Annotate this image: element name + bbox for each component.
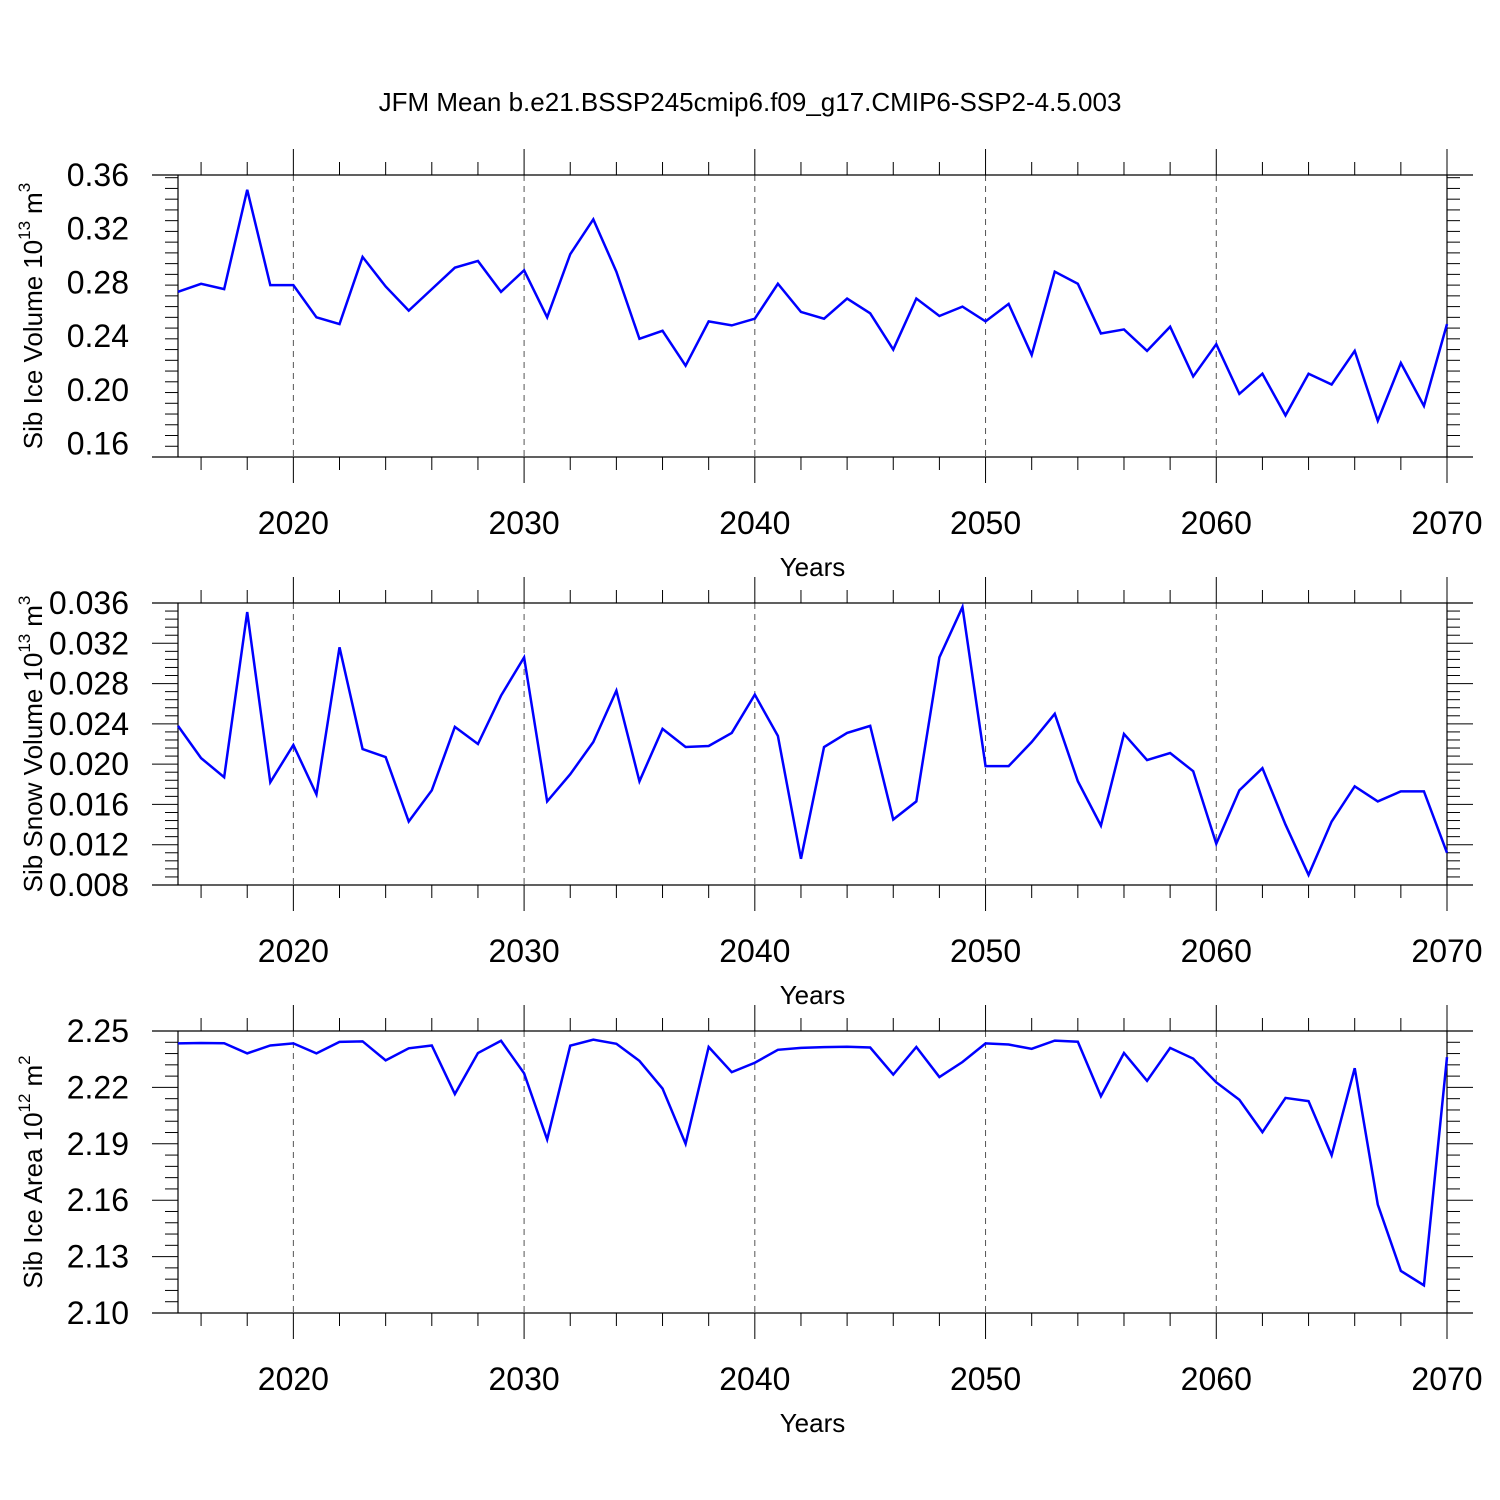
y-tick-label: 0.012 [49, 827, 129, 863]
x-tick-label: 2050 [950, 505, 1021, 541]
y-tick-label: 0.032 [49, 625, 129, 661]
y-axis-unit-suffix-exponent: 2 [15, 1055, 34, 1064]
y-axis-label: Sib Snow Volume 1013 m3 [15, 596, 48, 893]
x-axis-label: Years [780, 552, 846, 582]
x-tick-label: 2030 [488, 505, 559, 541]
x-tick-label: 2040 [719, 1361, 790, 1397]
x-tick-label: 2030 [488, 1361, 559, 1397]
y-axis-unit-exponent: 13 [15, 221, 34, 240]
x-tick-label: 2070 [1411, 505, 1482, 541]
x-tick-label: 2070 [1411, 1361, 1482, 1397]
y-axis-unit-suffix-exponent: 3 [15, 596, 34, 605]
y-tick-label: 2.22 [67, 1069, 129, 1105]
y-tick-label: 0.008 [49, 867, 129, 903]
x-tick-label: 2050 [950, 1361, 1021, 1397]
series-line-snow-volume [176, 602, 1449, 879]
x-tick-label: 2050 [950, 933, 1021, 969]
y-axis-unit-suffix: m [18, 1065, 48, 1087]
figure-title: JFM Mean b.e21.BSSP245cmip6.f09_g17.CMIP… [379, 87, 1122, 117]
y-tick-label: 0.24 [67, 318, 129, 354]
y-axis-label-name: Sib Snow Volume [18, 689, 48, 893]
y-tick-label: 0.28 [67, 264, 129, 300]
x-tick-label: 2040 [719, 933, 790, 969]
y-tick-label: 0.32 [67, 211, 129, 247]
x-tick-label: 2060 [1181, 933, 1252, 969]
panel-sib-snow-volume: 2020 2030 2040 2050 2060 2070 0.008 0.012 0.016 0… [15, 577, 1483, 1010]
y-tick-label: 0.016 [49, 786, 129, 822]
y-tick-label: 2.19 [67, 1126, 129, 1162]
y-tick-label: 2.25 [67, 1013, 129, 1049]
y-tick-label: 2.16 [67, 1182, 129, 1218]
x-tick-label: 2020 [258, 505, 329, 541]
y-tick-label: 2.13 [67, 1239, 129, 1275]
y-axis-unit-suffix-exponent: 3 [15, 183, 34, 192]
x-axis-label: Years [780, 980, 846, 1010]
y-tick-label: 0.16 [67, 426, 129, 462]
y-axis-unit-base: 10 [18, 1112, 48, 1141]
series-line-ice-area [177, 1038, 1449, 1288]
panel-sib-ice-volume: 2020 2030 2040 2050 2060 2070 0.16 0.20 0.24 0.28… [15, 149, 1483, 582]
x-tick-label: 2060 [1181, 505, 1252, 541]
y-axis-unit-suffix: m [18, 605, 48, 627]
y-tick-label: 0.036 [49, 585, 129, 621]
x-tick-label: 2040 [719, 505, 790, 541]
series-line-ice-volume [177, 189, 1449, 425]
y-axis-unit-base: 10 [18, 653, 48, 682]
x-tick-label: 2060 [1181, 1361, 1252, 1397]
y-tick-label: 0.20 [67, 372, 129, 408]
y-axis-unit-exponent: 13 [15, 634, 34, 653]
y-tick-label: 0.020 [49, 746, 129, 782]
y-axis-unit-exponent: 12 [15, 1094, 34, 1113]
x-tick-label: 2020 [258, 1361, 329, 1397]
y-axis-label: Sib Ice Volume 1013 m3 [15, 183, 48, 449]
y-tick-label: 0.028 [49, 666, 129, 702]
x-tick-label: 2070 [1411, 933, 1482, 969]
x-tick-label: 2020 [258, 933, 329, 969]
x-axis-label: Years [780, 1408, 846, 1438]
y-axis-label-name: Sib Ice Volume [18, 276, 48, 449]
y-tick-label: 0.36 [67, 157, 129, 193]
y-axis-unit-base: 10 [18, 240, 48, 269]
x-tick-label: 2030 [488, 933, 559, 969]
y-axis-unit-suffix: m [18, 192, 48, 214]
y-tick-label: 2.10 [67, 1295, 129, 1331]
panel-sib-ice-area: 2020 2030 2040 2050 2060 2070 2.10 2.13 2.16 2.19… [15, 1005, 1483, 1438]
y-axis-label: Sib Ice Area 1012 m2 [15, 1055, 48, 1288]
y-axis-label-name: Sib Ice Area [18, 1148, 48, 1289]
y-tick-label: 0.024 [49, 706, 129, 742]
